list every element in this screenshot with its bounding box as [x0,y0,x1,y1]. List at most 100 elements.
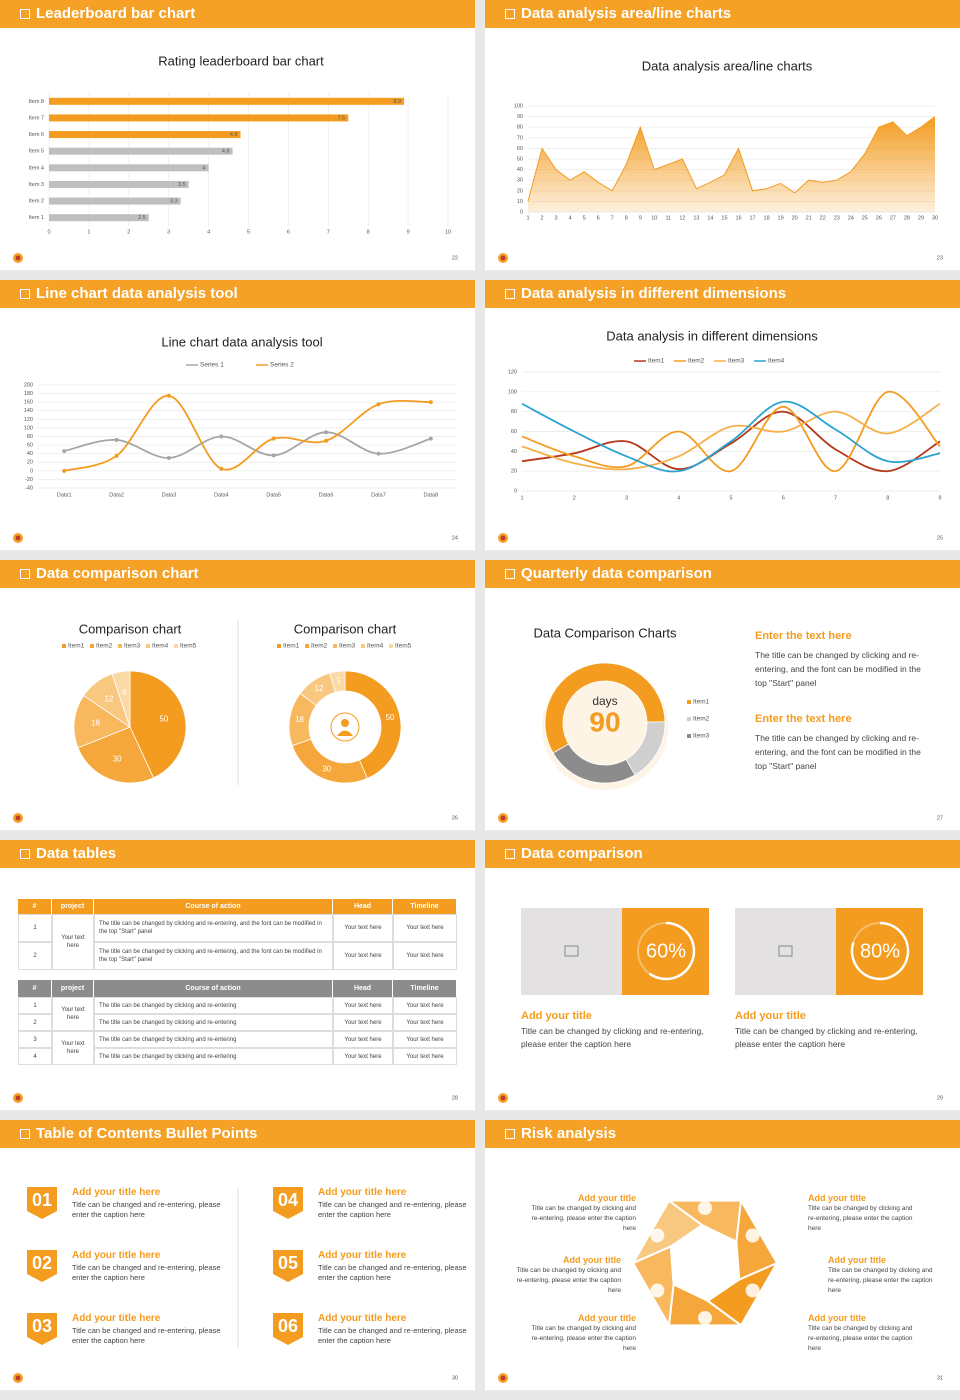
table-cell: Your text here [393,942,457,970]
legend-swatch [389,644,393,648]
card-caption: Title can be changed by clicking and re-… [521,1026,704,1049]
y-tick-label: 140 [24,408,33,414]
x-tick-label: 21 [806,215,812,221]
table-cell: 3 [18,1031,52,1048]
slide-header: Data analysis in different dimensions [485,280,960,308]
bullet-number: 05 [278,1253,298,1273]
value-label: 18 [91,718,100,727]
legend-swatch [305,644,309,648]
header-icon [20,1129,30,1139]
ring-value [648,921,696,981]
slide-title: Line chart data analysis tool [36,285,238,302]
risk-title: Add your title [808,1313,866,1323]
value-label: 6 [122,688,127,697]
slide: Risk analysis 31 Add your title Title can b… [485,1120,960,1390]
risk-title: Add your title [578,1313,636,1323]
table-cell: Your text here [52,1031,94,1065]
slide: Data tables 28 # project Course of action Hea… [0,840,475,1110]
y-tick-label: 40 [517,167,523,173]
table-cell: Your text here [52,914,94,970]
table-cell: Your text here [333,942,393,970]
legend-label: Item3 [728,358,745,365]
number-badge [27,1313,57,1345]
x-tick-label: Data1 [57,492,72,498]
logo-inner [15,1095,21,1101]
y-tick-label: 100 [514,103,523,109]
logo-inner [15,1375,21,1381]
bar [49,214,149,222]
cycle-icon [698,1311,712,1325]
legend-swatch [174,644,178,648]
slide-header: Risk analysis [485,1120,960,1148]
bullet-text: Title can be changed and re-entering, pl… [72,1200,221,1219]
y-tick-label: 60 [517,146,523,152]
value-label: 8.9 [393,99,401,105]
x-tick-label: 8 [367,229,370,235]
value-label: 4.6 [222,149,230,155]
slide-header: Table of Contents Bullet Points [0,1120,475,1148]
risk-title: Add your title [808,1193,866,1203]
table-header-cell: project [52,899,94,914]
slide-header: Data analysis area/line charts [485,0,960,28]
bullet-number: 06 [278,1316,298,1336]
x-tick-label: Data2 [109,492,124,498]
logo-inner [500,535,506,541]
logo-inner [15,535,21,541]
header-icon [20,569,30,579]
table-cell: Your text here [393,1031,457,1048]
legend-label: Item4 [768,358,785,365]
point [324,430,329,435]
legend-swatch [118,644,122,648]
point [376,402,381,407]
x-tick-label: 6 [597,215,600,221]
table-header-cell: Timeline [393,899,457,914]
slide-header: Data comparison [485,840,960,868]
y-tick-label: 10 [517,199,523,205]
legend-label: Item1 [693,699,710,706]
point [114,453,119,458]
page-number: 28 [452,1095,458,1101]
legend-swatch [62,644,66,648]
y-tick-label: 80 [517,125,523,131]
card-caption: Title can be changed by clicking and re-… [735,1026,918,1049]
slide-title: Data analysis in different dimensions [521,285,787,302]
bullet-number: 04 [278,1190,298,1210]
table-header-cell: Course of action [94,899,333,914]
table-cell: 1 [18,914,52,942]
table-cell: Your text here [52,997,94,1031]
image-icon [778,945,793,957]
logo-inner [15,815,21,821]
legend-swatch [687,717,691,721]
x-tick-label: 1 [87,229,90,235]
x-tick-label: 3 [625,495,628,501]
center-value: 90 [589,706,620,737]
value-label: 3.5 [178,182,186,188]
slide-title: Table of Contents Bullet Points [36,1125,258,1142]
number-badge [27,1250,57,1282]
y-tick-label: 180 [24,391,33,397]
risk-text: Title can be changed by clicking and re-… [808,1325,913,1352]
slide-title: Data comparison [521,845,643,862]
page-number: 22 [452,255,458,261]
bullet-text: Title can be changed and re-entering, pl… [318,1200,467,1219]
table-cell: The title can be changed by clicking and… [94,942,333,970]
series-line [63,394,431,472]
x-tick-label: 3 [167,229,170,235]
slide-canvas: 24 Line chart data analysis tool -40 -20 0 20… [13,334,458,543]
x-tick-label: 2 [127,229,130,235]
card-title: Add your title [521,1010,592,1022]
slide: Data analysis area/line charts 23 Data ana… [485,0,960,270]
legend-label: Item1 [68,643,85,650]
cycle-icon [745,1283,760,1298]
number-badge [27,1187,57,1219]
y-tick-label: 0 [514,488,517,494]
x-tick-label: 9 [407,229,410,235]
header-icon [20,849,30,859]
legend-swatch [361,644,365,648]
page-number: 23 [937,255,943,261]
y-tick-label: -40 [25,485,33,491]
slice [77,726,155,784]
table-header-cell: project [52,980,94,997]
header-icon [20,289,30,299]
y-tick-label: 60 [27,443,33,449]
